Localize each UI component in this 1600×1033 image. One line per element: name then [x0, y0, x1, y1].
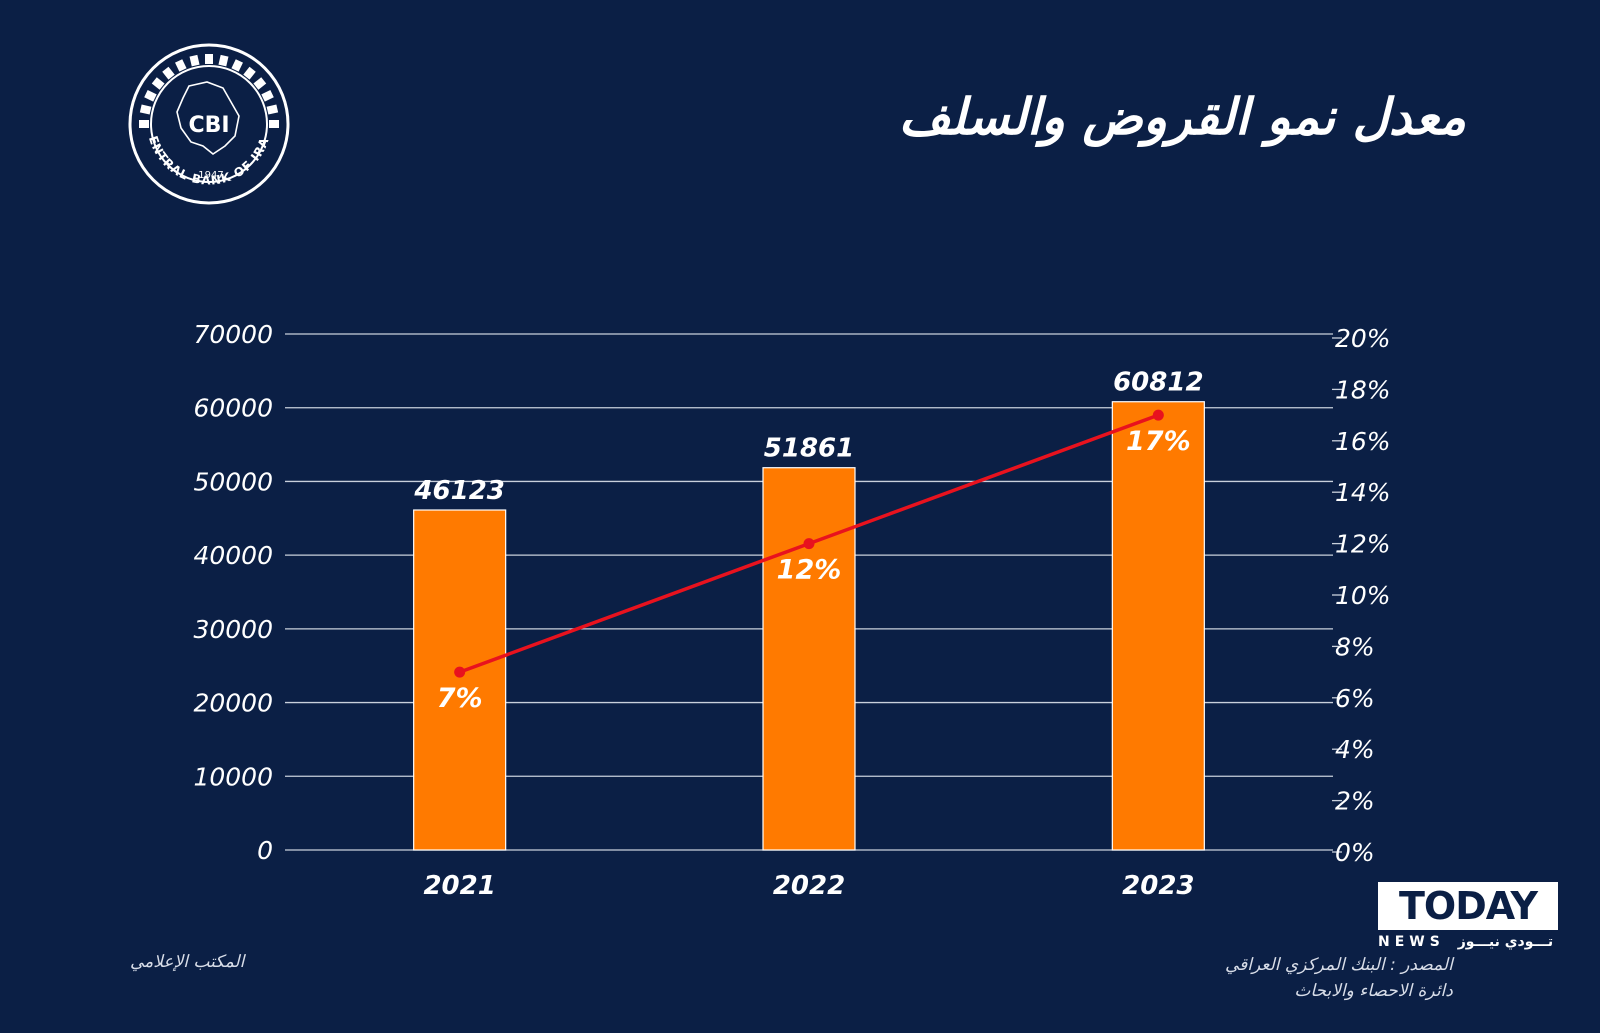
- line-value-label: 17%: [1126, 426, 1191, 457]
- bar-value-label: 46123: [413, 476, 504, 506]
- y2-tick-label: 10%: [1335, 581, 1391, 610]
- source-line-2: دائرة الاحصاء والابحاث: [1294, 981, 1453, 1001]
- today-subtitle: NEWS تـــودي نيـــوز: [1378, 934, 1558, 950]
- y2-tick-label: 8%: [1335, 632, 1375, 661]
- x-category-label: 2023: [1122, 871, 1194, 901]
- line-point: [1152, 409, 1164, 421]
- bar-value-label: 51861: [764, 434, 854, 464]
- y-tick-label: 70000: [193, 320, 273, 349]
- cbi-logo: CBI 1947 CENTRAL BANK OF IRAQ: [121, 31, 291, 206]
- today-wordmark: TODAY: [1378, 882, 1558, 930]
- y-tick-label: 20000: [193, 689, 273, 718]
- y2-tick-label: 0%: [1335, 838, 1375, 867]
- source-line-1: المصدر : البنك المركزي العراقي: [1225, 955, 1453, 975]
- cbi-seal-icon: CBI 1947 CENTRAL BANK OF IRAQ: [121, 31, 290, 205]
- bar-value-label: 60812: [1113, 368, 1203, 398]
- y2-tick-label: 2%: [1335, 787, 1375, 816]
- bar: [762, 467, 856, 851]
- y-tick-label: 60000: [193, 394, 273, 423]
- y2-tick-label: 4%: [1335, 735, 1375, 764]
- x-category-label: 2021: [423, 871, 495, 901]
- arabic-brand: تـــودي نيـــوز: [1457, 934, 1554, 950]
- y-tick-label: 50000: [193, 467, 273, 496]
- x-category-label: 2022: [773, 871, 845, 901]
- y2-tick-label: 12%: [1335, 530, 1391, 559]
- bar: [413, 509, 507, 851]
- logo-abbrev: CBI: [188, 113, 229, 138]
- media-office-label: المكتب الإعلامي: [130, 952, 245, 972]
- line-value-label: 12%: [777, 555, 842, 586]
- y2-tick-label: 20%: [1335, 324, 1391, 353]
- y2-tick-label: 6%: [1335, 684, 1375, 713]
- chart-title: معدل نمو القروض والسلف: [898, 88, 1466, 146]
- news-label: NEWS: [1378, 934, 1445, 950]
- y2-tick-label: 18%: [1335, 375, 1391, 404]
- source-note: المصدر : البنك المركزي العراقي دائرة الا…: [1225, 952, 1453, 1004]
- y-tick-label: 10000: [193, 762, 273, 791]
- today-news-logo: TODAY NEWS تـــودي نيـــوز: [1378, 882, 1558, 952]
- line-point: [454, 666, 466, 678]
- bar: [1111, 401, 1205, 851]
- line-point: [803, 538, 815, 550]
- y-tick-label: 40000: [193, 541, 273, 570]
- y2-tick-label: 16%: [1335, 427, 1391, 456]
- y-tick-label: 0: [257, 836, 273, 865]
- y-tick-label: 30000: [193, 615, 273, 644]
- line-value-label: 7%: [437, 683, 483, 714]
- y2-tick-label: 14%: [1335, 478, 1391, 507]
- logo-year: 1947: [198, 170, 223, 181]
